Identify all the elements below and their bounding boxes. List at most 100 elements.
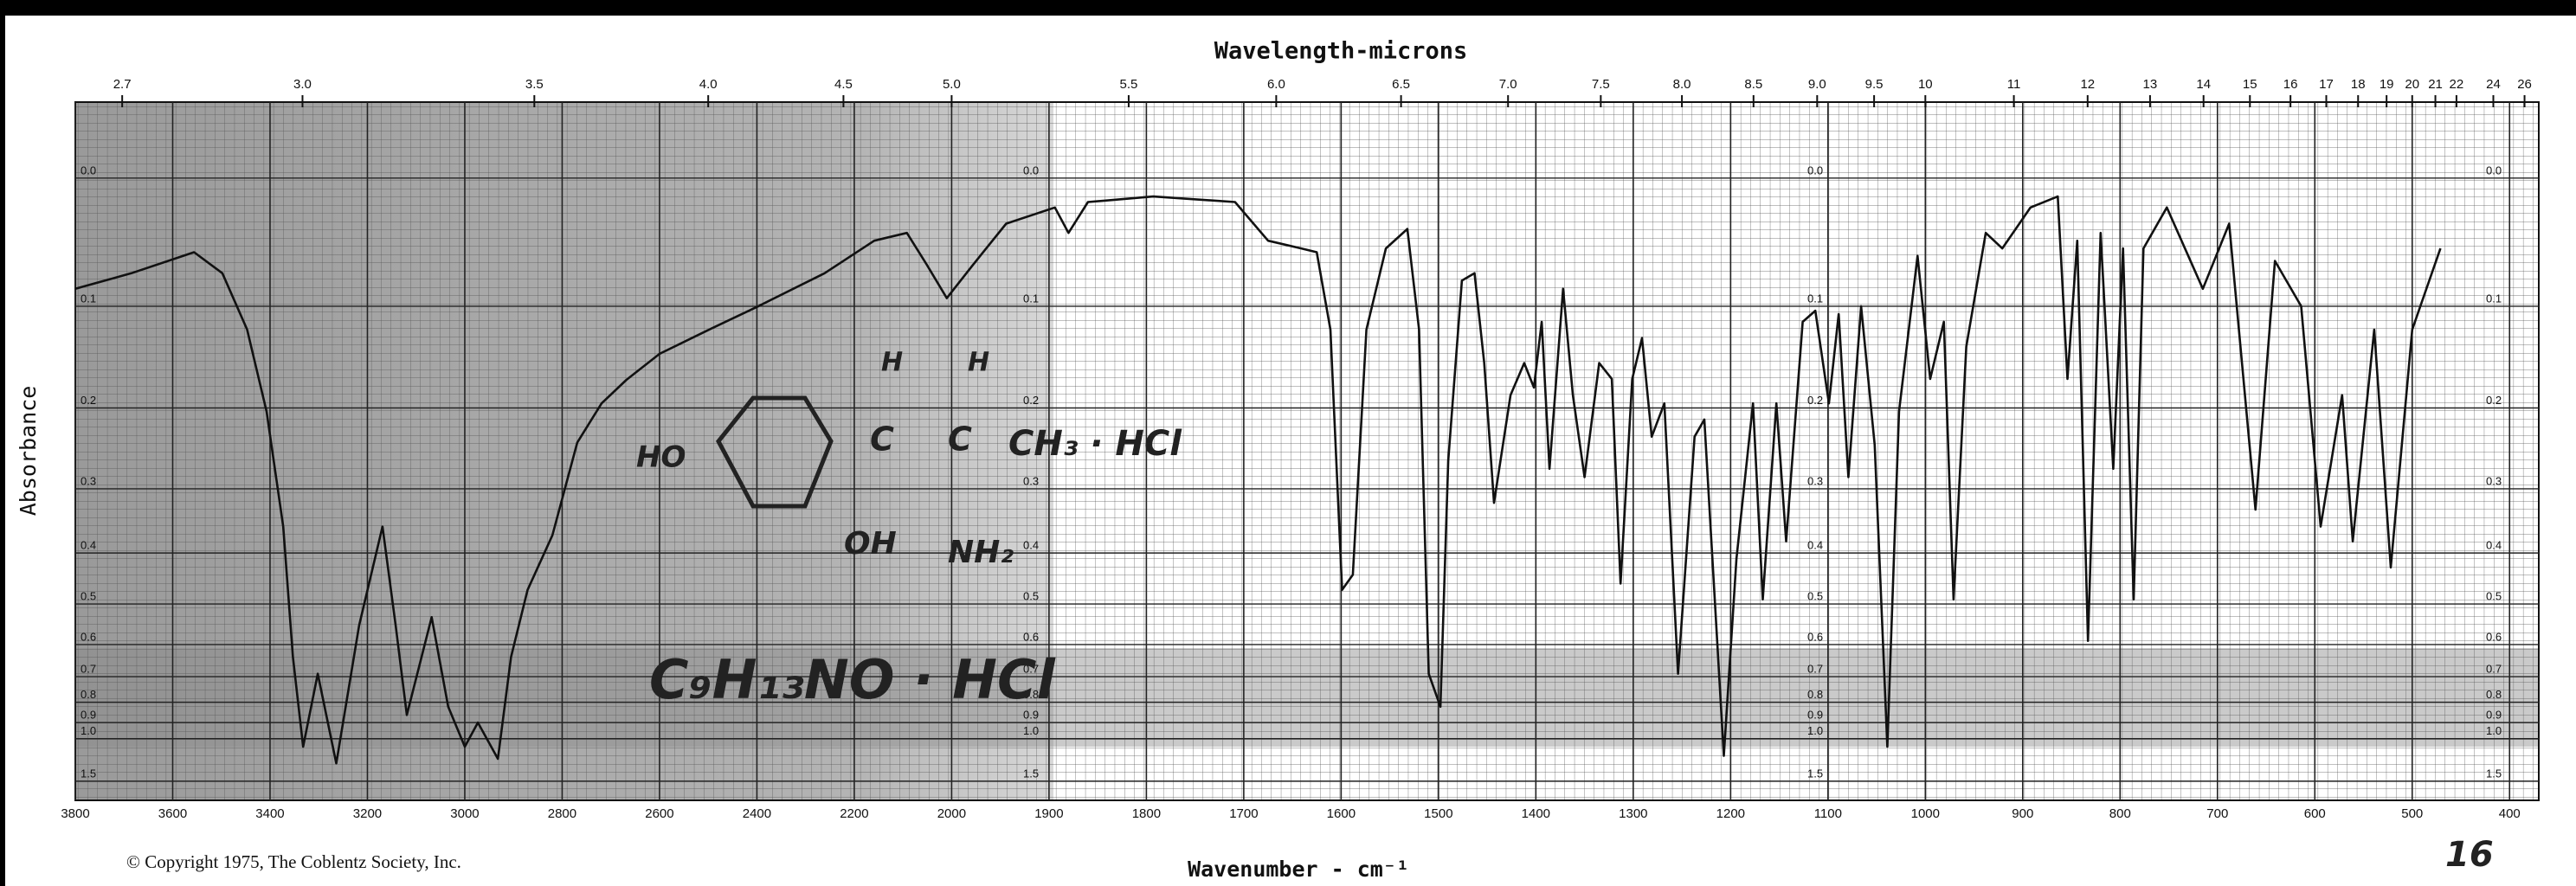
- x-tick-label: 2200: [840, 806, 868, 821]
- y-tick-label: 0.0: [2486, 164, 2502, 177]
- y-tick-label: 0.1: [80, 292, 96, 305]
- y-tick-label: 0.3: [1807, 474, 1823, 487]
- handwritten-note: H: [968, 348, 989, 378]
- x2-tick-label: 7.0: [1499, 77, 1517, 92]
- x2-tick-label: 7.5: [1592, 77, 1610, 92]
- y-tick-label: 0.5: [2486, 590, 2502, 603]
- x-tick-label: 3600: [158, 806, 187, 821]
- x-tick-label: 3200: [353, 806, 382, 821]
- benzene-ring: [716, 395, 834, 509]
- y-tick-label: 0.2: [1023, 394, 1039, 407]
- x2-tick-label: 2.7: [113, 77, 132, 92]
- x2-tick-label: 6.0: [1267, 77, 1285, 92]
- y-tick-label: 0.6: [80, 630, 96, 643]
- scan-border: [0, 0, 5, 886]
- y-tick-label: 0.4: [80, 539, 96, 552]
- x2-tick-label: 3.0: [293, 77, 312, 92]
- handwritten-note: C: [870, 421, 894, 459]
- handwritten-note: NH₂: [948, 535, 1014, 570]
- x2-tick-label: 4.5: [834, 77, 853, 92]
- y-tick-label: 0.8: [1807, 688, 1823, 701]
- x-tick-label: 1300: [1619, 806, 1647, 821]
- handwritten-note: HO: [636, 440, 686, 475]
- y-tick-label: 0.0: [1807, 164, 1823, 177]
- x-tick-label: 3800: [61, 806, 89, 821]
- x2-tick-label: 24: [2486, 77, 2501, 92]
- y-tick-label: 1.0: [80, 724, 96, 737]
- y-tick-label: 0.5: [1023, 590, 1039, 603]
- x-tick-label: 500: [2401, 806, 2423, 821]
- handwritten-note: CH₃ · HCl: [1008, 424, 1182, 464]
- x-tick-label: 2800: [548, 806, 576, 821]
- x2-tick-label: 17: [2319, 77, 2334, 92]
- x2-tick-label: 12: [2080, 77, 2095, 92]
- x2-tick-label: 11: [2007, 77, 2021, 92]
- x-tick-label: 400: [2499, 806, 2521, 821]
- x-tick-label: 1100: [1814, 806, 1842, 821]
- y-tick-label: 0.9: [1807, 709, 1823, 722]
- handwritten-note: 16: [2445, 835, 2494, 875]
- x-tick-label: 2000: [937, 806, 966, 821]
- y-axis-title: Absorbance: [16, 386, 41, 517]
- y-tick-label: 0.4: [1023, 539, 1039, 552]
- y-tick-label: 0.2: [80, 394, 96, 407]
- spectrum-line: [74, 195, 2442, 765]
- y-tick-label: 0.6: [2486, 630, 2502, 643]
- x-tick-label: 2400: [743, 806, 771, 821]
- x-tick-label: 900: [2012, 806, 2033, 821]
- y-tick-label: 0.3: [2486, 474, 2502, 487]
- copyright: © Copyright 1975, The Coblentz Society, …: [126, 851, 461, 872]
- x-tick-label: 1400: [1522, 806, 1550, 821]
- x2-tick-label: 3.5: [525, 77, 544, 92]
- y-tick-label: 0.8: [2486, 688, 2502, 701]
- y-tick-label: 1.5: [2486, 767, 2502, 780]
- y-tick-label: 1.5: [1807, 767, 1823, 780]
- top-axis-title: Wavelength-microns: [1214, 38, 1468, 65]
- fine-grid: [75, 102, 2539, 800]
- x2-tick-label: 20: [2405, 77, 2419, 92]
- y-tick-label: 0.0: [80, 164, 96, 177]
- y-tick-label: 0.6: [1807, 630, 1823, 643]
- y-tick-label: 0.1: [1023, 292, 1039, 305]
- y-tick-label: 0.7: [1807, 663, 1823, 676]
- x2-tick-label: 19: [2380, 77, 2394, 92]
- y-tick-label: 0.4: [1807, 539, 1823, 552]
- y-tick-label: 1.0: [1023, 724, 1039, 737]
- y-tick-label: 1.5: [1023, 767, 1039, 780]
- y-tick-label: 0.8: [1023, 688, 1039, 701]
- major-grid: [74, 102, 2539, 800]
- y-tick-label: 0.2: [1807, 394, 1823, 407]
- x-tick-label: 3400: [255, 806, 284, 821]
- y-tick-label: 1.5: [80, 767, 96, 780]
- x-tick-label: 1200: [1716, 806, 1745, 821]
- y-tick-label: 0.9: [1023, 709, 1039, 722]
- y-tick-label: 0.1: [2486, 292, 2502, 305]
- y-tick-label: 0.8: [80, 688, 96, 701]
- x2-tick-label: 5.5: [1120, 77, 1138, 92]
- y-tick-label: 1.0: [1807, 724, 1823, 737]
- x2-tick-label: 8.5: [1744, 77, 1762, 92]
- y-tick-label: 0.7: [2486, 663, 2502, 676]
- scan-border: [0, 0, 2576, 16]
- y-tick-label: 1.0: [2486, 724, 2502, 737]
- x2-tick-label: 22: [2450, 77, 2464, 92]
- x-tick-label: 1500: [1424, 806, 1452, 821]
- x2-tick-label: 21: [2428, 77, 2443, 92]
- x2-tick-label: 6.5: [1392, 77, 1410, 92]
- x-tick-label: 2600: [645, 806, 673, 821]
- x2-tick-label: 9.0: [1808, 77, 1826, 92]
- x-tick-label: 1000: [1911, 806, 1940, 821]
- y-tick-label: 0.6: [1023, 630, 1039, 643]
- x2-tick-label: 15: [2243, 77, 2257, 92]
- x-tick-label: 1600: [1327, 806, 1356, 821]
- y-tick-label: 0.9: [80, 709, 96, 722]
- y-tick-label: 0.1: [1807, 292, 1823, 305]
- x-tick-label: 800: [2109, 806, 2131, 821]
- x-axis-title: Wavenumber - cm⁻¹: [1188, 857, 1409, 882]
- x-tick-label: 1800: [1132, 806, 1161, 821]
- x-tick-label: 700: [2206, 806, 2228, 821]
- y-tick-label: 0.4: [2486, 539, 2502, 552]
- x-tick-label: 1900: [1034, 806, 1063, 821]
- x2-tick-label: 16: [2283, 77, 2298, 92]
